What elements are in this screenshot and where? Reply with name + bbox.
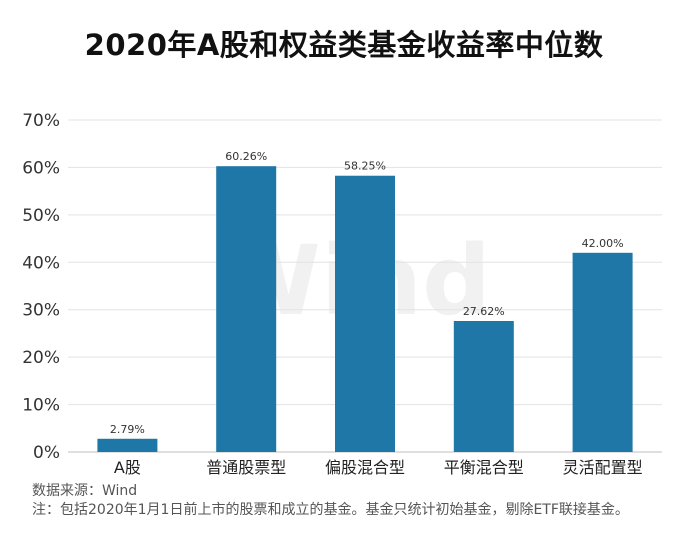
chart-footer: 数据来源：Wind 注：包括2020年1月1日前上市的股票和成立的基金。基金只统… (32, 482, 682, 520)
data-labels: 2.79% 60.26% 58.25% 27.62% 42.00% (110, 150, 624, 436)
source-note: 数据来源：Wind (32, 483, 138, 499)
y-tick-label: 0% (33, 443, 60, 463)
bar (335, 175, 395, 452)
data-label: 60.26% (225, 150, 267, 163)
y-tick-label: 30% (22, 301, 60, 321)
x-axis-ticks: A股 普通股票型 偏股混合型 平衡混合型 灵活配置型 (114, 458, 643, 477)
bar (572, 252, 633, 452)
chart-title: 2020年A股和权益类基金收益率中位数 (84, 28, 604, 62)
y-tick-label: 70% (22, 111, 60, 131)
x-tick-label: 偏股混合型 (325, 458, 405, 477)
y-tick-label: 40% (22, 253, 60, 273)
y-axis-ticks: 0% 10% 20% 30% 40% 50% 60% 70% (22, 111, 60, 463)
bar-chart: 0% 10% 20% 30% 40% 50% 60% 70% 2.79% 60.26% 58.25… (22, 111, 662, 477)
y-tick-label: 60% (22, 158, 60, 178)
y-tick-label: 10% (22, 396, 60, 416)
bar (97, 438, 158, 452)
bar (453, 321, 514, 452)
x-tick-label: 灵活配置型 (563, 458, 643, 477)
data-label: 42.00% (582, 237, 624, 250)
data-label: 27.62% (463, 305, 505, 318)
data-label: 58.25% (344, 160, 386, 173)
x-tick-label: 普通股票型 (206, 458, 286, 477)
x-tick-label: 平衡混合型 (444, 458, 524, 477)
footnote: 注：包括2020年1月1日前上市的股票和成立的基金。基金只统计初始基金，剔除ET… (32, 502, 629, 518)
x-tick-label: A股 (114, 458, 141, 477)
data-label: 2.79% (110, 423, 145, 436)
y-tick-label: 20% (22, 348, 60, 368)
bar (216, 166, 277, 452)
y-tick-label: 50% (22, 206, 60, 226)
bars (97, 166, 633, 452)
